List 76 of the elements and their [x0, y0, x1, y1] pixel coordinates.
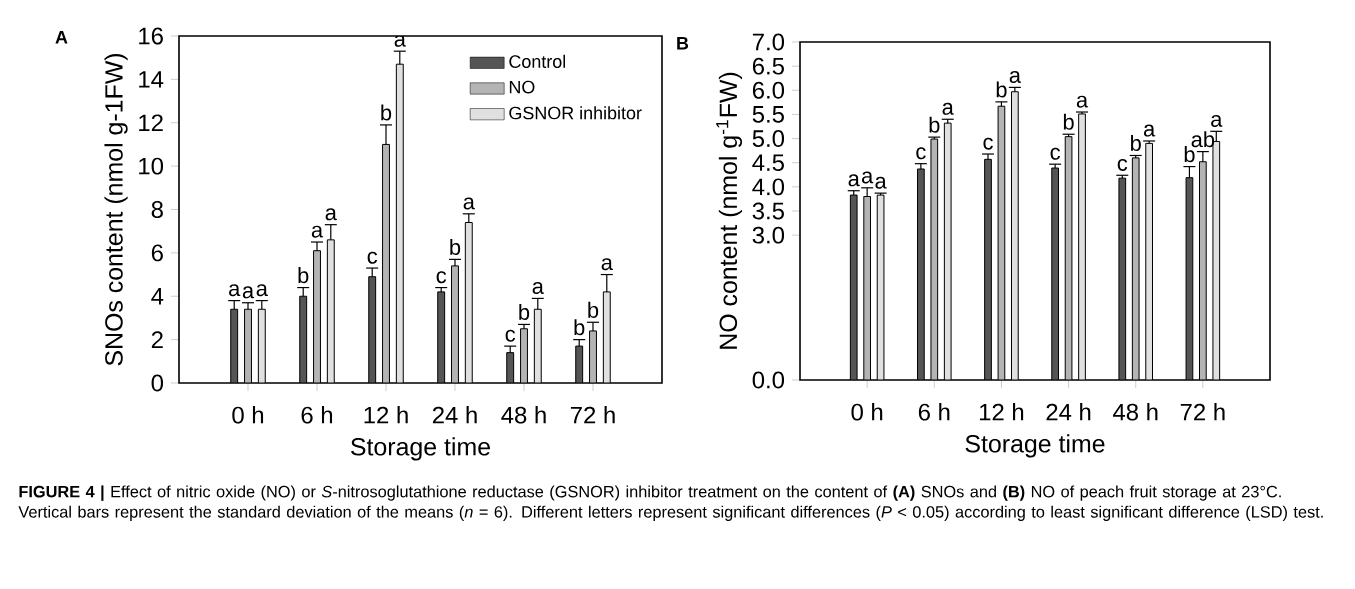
data-label: c [436, 271, 447, 284]
y-tick-label: 3.5 [752, 202, 784, 220]
x-tick-label: 6 h [301, 406, 333, 424]
data-label: a [1009, 71, 1021, 83]
data-label: b [588, 301, 599, 318]
data-label: a [229, 284, 241, 297]
data-label: b [298, 267, 309, 284]
chart-title: A [55, 31, 68, 44]
y-tick-label: 14 [139, 71, 164, 88]
legend-label: GSNOR inhibitor [509, 106, 642, 120]
data-label: a [1143, 124, 1156, 137]
data-label: a [532, 282, 544, 295]
data-label: b [450, 238, 461, 255]
data-label: a [242, 286, 255, 299]
data-label: a [1211, 114, 1223, 127]
data-label: a [942, 102, 954, 115]
legend-label: NO [509, 80, 535, 94]
data-label: c [1117, 158, 1128, 171]
y-tick-label: 6.5 [752, 57, 784, 75]
x-tick-label: 6 h [918, 403, 950, 421]
y-tick-label: 0 [151, 374, 164, 392]
y-tick-label: 8 [151, 201, 163, 218]
y-tick-label: 4.0 [752, 178, 785, 196]
y-tick-label: 12 [139, 114, 163, 132]
data-label: b [574, 319, 585, 336]
data-label: a [311, 225, 324, 238]
y-tick-label: 2 [151, 331, 163, 348]
data-label: c [367, 251, 378, 264]
y-tick-label: 10 [139, 157, 164, 175]
data-label: a [875, 176, 887, 189]
chart-title: B [677, 37, 689, 50]
data-label: b [519, 303, 530, 321]
data-label: c [916, 147, 926, 160]
data-label: b [929, 116, 940, 133]
data-label: b [1184, 146, 1195, 163]
y-tick-label: 6 [151, 244, 163, 262]
data-label: b [996, 81, 1007, 98]
data-label: a [256, 284, 268, 297]
y-tick-label: 4.5 [752, 154, 784, 172]
data-label: b [1131, 134, 1141, 152]
data-label: a [861, 171, 874, 184]
y-tick-label: 6.0 [752, 81, 785, 99]
y-tick-label: 5.5 [752, 106, 784, 123]
data-label: c [1050, 147, 1061, 160]
data-label: a [1076, 95, 1089, 108]
text: FIGURE 4 | Effect of nitric oxide (NO) or S-nitrosoglutathione reductase (GSNOR) inhibitor treatment on the content of (A) SNOs and (B) NO of peach fruit storage at 23°C. Vertical bars represent the standard deviation of the means (n = 6). Different letters represent significant differences (P < 0.05) according to least significant difference (LSD) test. [18, 485, 1323, 521]
data-label: b [1063, 113, 1074, 130]
x-tick-label: 0 h [232, 406, 264, 424]
y-tick-label: 5.0 [752, 130, 785, 148]
x-tick-label: 48 h [1113, 403, 1158, 421]
data-label: a [325, 208, 337, 221]
data-label: c [505, 329, 516, 342]
x-tick-label: 72 h [570, 406, 615, 424]
y-tick-label: 16 [139, 27, 163, 45]
x-axis-title: Storage time [351, 437, 490, 461]
data-label: a [601, 258, 613, 271]
x-tick-label: 72 h [1180, 403, 1225, 421]
x-tick-label: 24 h [432, 406, 477, 424]
y-tick-label: 4 [151, 288, 164, 305]
y-tick-label: 0.0 [752, 371, 785, 389]
data-label: a [848, 174, 860, 187]
x-tick-label: 24 h [1046, 403, 1091, 421]
data-label: ab [1191, 131, 1215, 148]
y-tick-label: 3.0 [752, 226, 785, 244]
data-label: c [983, 137, 993, 150]
y-axis-title: SNOs content (nmol g-1FW) [104, 53, 128, 366]
legend-label: Control [509, 54, 566, 68]
x-axis-title: Storage time [965, 434, 1105, 458]
data-label: a [463, 197, 475, 210]
x-tick-label: 0 h [851, 403, 883, 421]
y-axis-title: NO content (nmol g$^{-1}$FW) [716, 72, 743, 349]
x-tick-label: 48 h [501, 406, 546, 424]
y-tick-label: 7.0 [752, 33, 785, 51]
x-tick-label: 12 h [979, 403, 1024, 421]
x-tick-label: 12 h [364, 406, 408, 424]
data-label: b [381, 104, 392, 121]
